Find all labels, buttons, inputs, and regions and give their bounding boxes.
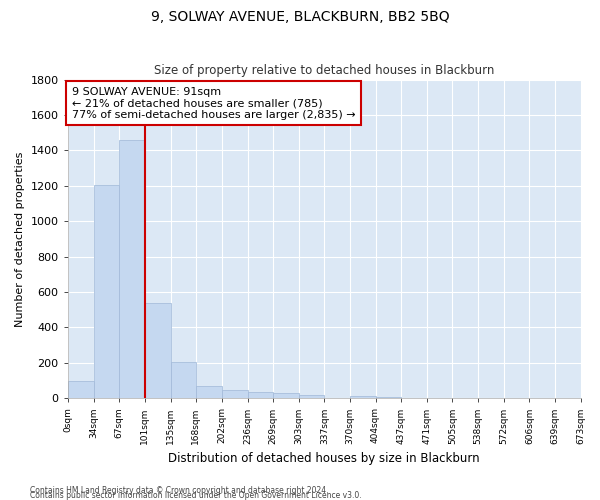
Bar xyxy=(221,390,248,398)
Bar xyxy=(145,302,170,398)
Bar xyxy=(94,185,119,398)
Bar xyxy=(248,392,272,398)
Bar xyxy=(272,394,299,398)
Text: Contains public sector information licensed under the Open Government Licence v3: Contains public sector information licen… xyxy=(30,491,362,500)
Bar xyxy=(299,394,325,398)
X-axis label: Distribution of detached houses by size in Blackburn: Distribution of detached houses by size … xyxy=(168,452,480,465)
Bar xyxy=(196,386,221,398)
Bar xyxy=(119,140,145,398)
Y-axis label: Number of detached properties: Number of detached properties xyxy=(15,151,25,326)
Bar xyxy=(170,362,196,399)
Bar xyxy=(68,382,94,398)
Title: Size of property relative to detached houses in Blackburn: Size of property relative to detached ho… xyxy=(154,64,494,77)
Text: 9 SOLWAY AVENUE: 91sqm
← 21% of detached houses are smaller (785)
77% of semi-de: 9 SOLWAY AVENUE: 91sqm ← 21% of detached… xyxy=(71,86,355,120)
Text: 9, SOLWAY AVENUE, BLACKBURN, BB2 5BQ: 9, SOLWAY AVENUE, BLACKBURN, BB2 5BQ xyxy=(151,10,449,24)
Text: Contains HM Land Registry data © Crown copyright and database right 2024.: Contains HM Land Registry data © Crown c… xyxy=(30,486,329,495)
Bar xyxy=(350,396,376,398)
